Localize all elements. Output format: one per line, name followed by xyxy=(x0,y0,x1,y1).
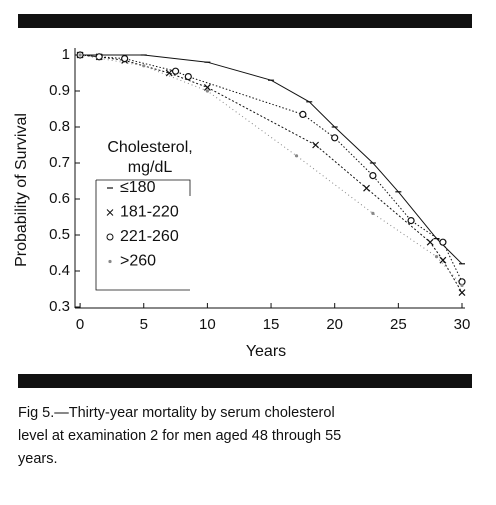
x-tick-label: 15 xyxy=(263,316,280,333)
caption-line: Fig 5.—Thirty-year mortality by serum ch… xyxy=(18,405,335,421)
legend-marker xyxy=(106,209,114,216)
legend-label: >260 xyxy=(120,253,156,270)
x-tick-label: 5 xyxy=(140,316,148,333)
point xyxy=(460,283,464,287)
legend-marker xyxy=(106,233,114,241)
legend-title: mg/dL xyxy=(128,159,173,176)
legend-box xyxy=(95,179,191,291)
legend-marker xyxy=(108,259,112,264)
legend-label: ≤180 xyxy=(120,179,156,196)
y-tick-label: 0.7 xyxy=(49,154,70,171)
x-tick-label: 20 xyxy=(326,316,343,333)
y-tick-label: 0.6 xyxy=(49,190,70,207)
point xyxy=(294,154,299,158)
point xyxy=(184,72,192,81)
point xyxy=(121,54,129,63)
point xyxy=(439,238,447,246)
x-tick-label: 10 xyxy=(199,316,216,333)
series-line xyxy=(80,54,463,293)
point xyxy=(203,83,211,91)
y-axis-label: Probability of Survival xyxy=(13,113,30,267)
caption-line: level at examination 2 for men aged 48 t… xyxy=(18,428,341,444)
point xyxy=(371,211,375,215)
point xyxy=(165,69,173,77)
x-tick-label: 25 xyxy=(390,316,407,333)
y-tick-label: 0.5 xyxy=(49,226,70,243)
x-axis-label: Years xyxy=(246,343,286,360)
point xyxy=(434,255,439,259)
y-tick-label: 0.3 xyxy=(49,298,70,315)
point xyxy=(426,238,434,246)
point xyxy=(205,89,209,93)
legend-label: 221-260 xyxy=(120,228,179,245)
legend-title: Cholesterol, xyxy=(107,139,192,156)
point xyxy=(299,110,307,119)
point xyxy=(331,134,339,142)
series-line xyxy=(80,54,463,265)
point xyxy=(407,217,415,225)
point xyxy=(458,289,466,297)
point xyxy=(369,172,377,180)
point xyxy=(142,64,146,68)
point xyxy=(78,53,82,57)
y-tick-label: 0.8 xyxy=(49,118,70,135)
point xyxy=(312,141,320,149)
point xyxy=(439,256,447,264)
y-tick-label: 0.4 xyxy=(49,262,70,279)
point xyxy=(363,184,370,192)
y-tick-label: 1 xyxy=(62,46,70,63)
x-tick-label: 30 xyxy=(454,316,471,333)
legend-label: 181-220 xyxy=(120,204,179,221)
top-rule xyxy=(18,14,472,28)
point xyxy=(95,53,103,61)
y-tick-label: 0.9 xyxy=(49,82,70,99)
bottom-rule xyxy=(18,374,472,388)
x-tick-label: 0 xyxy=(76,316,84,333)
point xyxy=(171,67,180,75)
caption-line: years. xyxy=(18,451,58,467)
